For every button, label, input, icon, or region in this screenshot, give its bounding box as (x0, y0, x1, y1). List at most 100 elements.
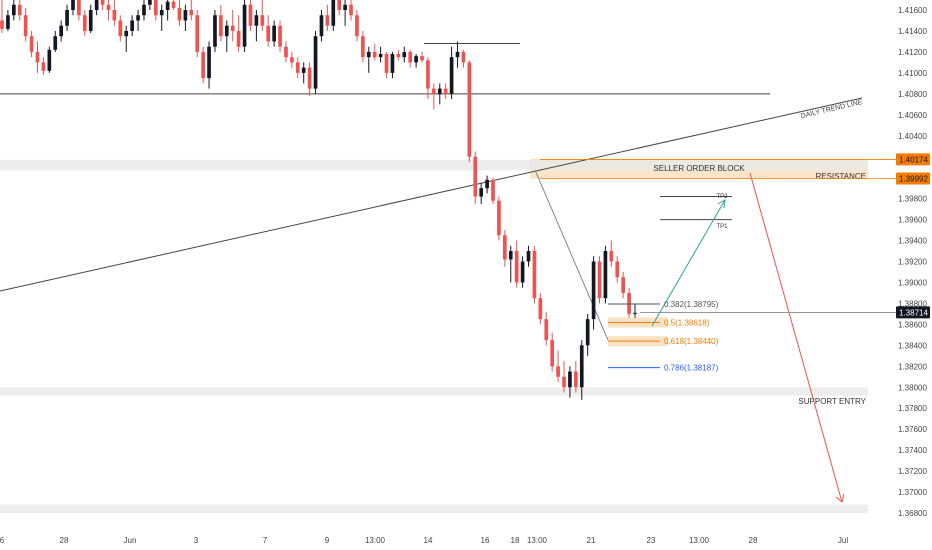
seller-order-block-label: SELLER ORDER BLOCK (653, 164, 745, 173)
resistance-label: RESISTANCE (815, 172, 866, 181)
candle-body (254, 15, 259, 26)
candle-body (449, 57, 454, 94)
candle-body (6, 15, 10, 29)
x-tick-label: Jul (838, 536, 848, 545)
candle-body (65, 10, 69, 26)
candle-body (420, 56, 424, 61)
candle-body (35, 51, 40, 63)
candle-body (627, 292, 631, 314)
time-axis[interactable]: 6 28 Jun 3 7 9 13:00 14 16 18 13:00 21 23 13:00 28 Jul (0, 536, 848, 545)
candle-body (266, 25, 271, 42)
fib-label-3: 0.786(1.38187) (664, 364, 719, 373)
candle-body (538, 298, 543, 320)
candle-body (621, 277, 626, 293)
candle-body (432, 88, 436, 94)
candle-body (295, 62, 300, 73)
candle-body (53, 36, 58, 50)
candle-body (201, 51, 205, 79)
y-tick-label: 1.36800 (898, 509, 927, 518)
y-tick-label: 1.37400 (898, 446, 927, 455)
candle-body (153, 0, 158, 16)
short-arrow-head (835, 493, 845, 503)
candle-body (0, 20, 4, 29)
candle-body (94, 0, 99, 10)
price-label-text: 1.38714 (899, 308, 928, 317)
candle-body (343, 4, 347, 10)
y-tick-label: 1.37000 (898, 488, 927, 497)
x-tick-label: 6 (0, 536, 5, 545)
lines-layer (0, 43, 863, 341)
candle-body (325, 15, 330, 26)
y-tick-label: 1.38400 (898, 341, 927, 350)
candle-body (236, 30, 241, 47)
y-tick-label: 1.37200 (898, 467, 927, 476)
y-tick-label: 1.39600 (898, 216, 927, 225)
y-tick-label: 1.38200 (898, 362, 927, 371)
target-arrow-line (651, 199, 726, 327)
candle-body (17, 4, 22, 16)
x-tick-label: 13:00 (527, 536, 548, 545)
y-tick-label: 1.39400 (898, 237, 927, 246)
candle-body (189, 10, 194, 16)
x-tick-label: 23 (647, 536, 656, 545)
x-tick-label: 28 (749, 536, 758, 545)
candle-body (242, 4, 247, 47)
candle-body (520, 261, 525, 283)
fib-label-1: 0.5(1.38618) (664, 318, 710, 327)
candle-body (603, 251, 608, 299)
tp1-label: TP1 (716, 224, 728, 230)
candle-body (301, 67, 306, 73)
candle-body (207, 46, 211, 79)
x-tick-label: 18 (511, 536, 520, 545)
candle-body (544, 319, 549, 341)
candle-body (414, 56, 418, 63)
x-tick-label: 16 (481, 536, 490, 545)
candle-body (260, 15, 265, 26)
y-tick-label: 1.41400 (898, 27, 927, 36)
candle-body (508, 251, 513, 260)
y-tick-label: 1.37600 (898, 425, 927, 434)
candle-body (437, 88, 442, 94)
candle-body (71, 0, 75, 10)
candle-body (136, 15, 140, 21)
candle-body (615, 261, 620, 278)
candle-body (366, 51, 371, 58)
candle-body (177, 7, 182, 21)
x-tick-label: 13:00 (365, 536, 386, 545)
x-tick-label: 3 (194, 536, 199, 545)
candle-body (585, 319, 590, 346)
candle-body (82, 15, 87, 31)
candle-body (473, 156, 478, 197)
candle-body (579, 345, 584, 388)
candle-body (479, 188, 484, 197)
candle-body (290, 57, 294, 63)
candle-body (106, 4, 111, 10)
fib-layer: 0.382(1.38795) 0.5(1.38618) 0.618(1.38440)… (608, 300, 719, 373)
y-tick-label: 1.40400 (898, 132, 927, 141)
candle-body (224, 25, 229, 37)
y-tick-label: 1.38800 (898, 299, 927, 308)
candle-body (633, 312, 637, 314)
candle-body (591, 261, 596, 320)
price-axis[interactable]: 1.41600 1.41400 1.41200 1.41000 1.40800 1.406… (540, 6, 930, 518)
candle-body (331, 0, 336, 26)
fib-anchor-line (534, 169, 609, 341)
candle-body (574, 371, 578, 388)
x-tick-label: 28 (60, 536, 69, 545)
candle-body (59, 25, 63, 37)
candle-body (284, 46, 288, 58)
y-tick-label: 1.41600 (898, 6, 927, 15)
candle-body (41, 62, 46, 71)
candles-layer (0, 0, 637, 400)
candle-body (355, 15, 359, 37)
candle-body (467, 62, 472, 157)
candle-body (485, 179, 489, 189)
candle-body (213, 15, 217, 47)
candle-body (278, 25, 282, 47)
candle-body (568, 371, 572, 388)
candle-body (47, 49, 52, 71)
y-tick-label: 1.41000 (898, 69, 927, 78)
candle-body (159, 10, 164, 16)
